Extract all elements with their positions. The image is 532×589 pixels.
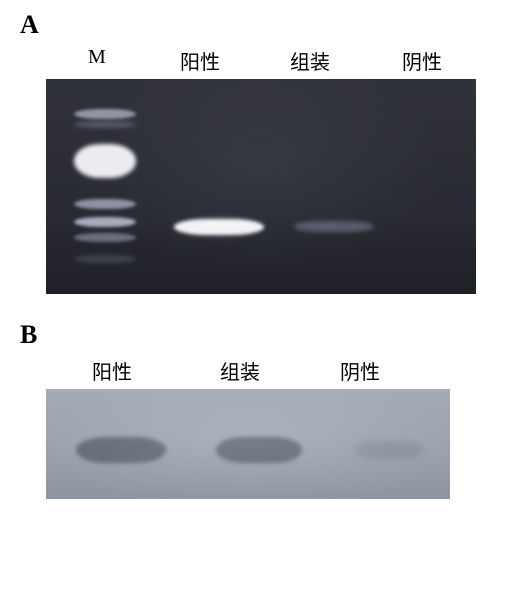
blot-assembly: [216, 437, 302, 463]
lane-label-positive: 阳性: [92, 356, 142, 385]
lane-label-assembly: 组装: [290, 46, 340, 75]
assembly-band: [294, 221, 374, 232]
ladder-band: [74, 144, 136, 178]
spacer: [340, 46, 402, 75]
ladder-band: [74, 109, 136, 119]
spacer: [142, 356, 220, 385]
panel-a-lane-labels: M 阳性 组装 阴性: [46, 46, 476, 75]
spacer: [46, 46, 88, 75]
spacer: [270, 356, 340, 385]
lane-label-m: M: [88, 46, 126, 75]
blot-negative: [354, 441, 424, 459]
ladder-band: [74, 121, 136, 128]
gel-image-b: [46, 389, 450, 499]
gel-image-a: [46, 79, 476, 294]
positive-band: [174, 219, 264, 235]
spacer: [126, 46, 180, 75]
panel-a-content: M 阳性 组装 阴性: [46, 46, 476, 294]
lane-label-positive: 阳性: [180, 46, 230, 75]
panel-b: B 阳性 组装 阴性: [20, 320, 512, 499]
panel-a: A M 阳性 组装 阴性: [20, 10, 512, 294]
panel-b-label: B: [20, 320, 512, 350]
lane-label-negative: 阴性: [340, 356, 390, 385]
ladder-band: [74, 217, 136, 227]
blot-positive: [76, 437, 166, 463]
panel-b-lane-labels: 阳性 组装 阴性: [46, 356, 450, 385]
lane-label-assembly: 组装: [220, 356, 270, 385]
ladder-band: [74, 255, 136, 263]
ladder-band: [74, 199, 136, 209]
spacer: [230, 46, 290, 75]
figure-page: A M 阳性 组装 阴性: [0, 0, 532, 589]
lane-label-negative: 阴性: [402, 46, 452, 75]
panel-b-content: 阳性 组装 阴性: [46, 356, 450, 499]
spacer: [46, 356, 92, 385]
ladder-band: [74, 233, 136, 242]
panel-a-label: A: [20, 10, 512, 40]
